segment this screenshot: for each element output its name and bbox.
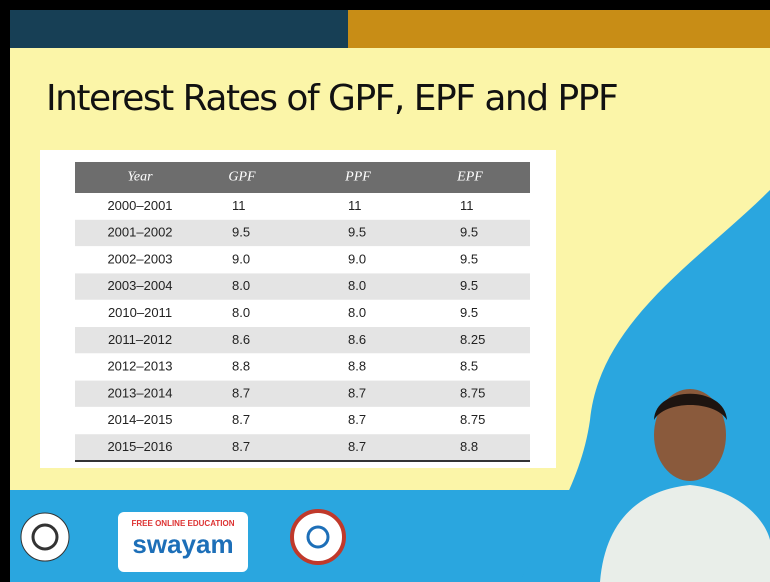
year-cell: 2013–2014 — [107, 385, 172, 400]
rate-cell: 11 — [232, 198, 246, 213]
rate-cell: 9.0 — [348, 251, 366, 266]
year-cell: 2001–2002 — [107, 225, 172, 240]
rate-cell: 9.5 — [348, 225, 366, 240]
slide-title: Interest Rates of GPF, EPF and PPF — [46, 78, 617, 119]
column-header: EPF — [456, 170, 483, 185]
rate-cell: 9.5 — [460, 225, 478, 240]
rate-cell: 8.6 — [232, 332, 250, 347]
rate-cell: 11 — [348, 198, 362, 213]
rate-cell: 8.8 — [348, 359, 366, 374]
rate-cell: 8.6 — [348, 332, 366, 347]
top-bar-orange — [348, 10, 770, 48]
year-cell: 2010–2011 — [108, 305, 172, 320]
emblem-logo — [292, 511, 344, 563]
column-header: PPF — [344, 170, 371, 185]
column-header: Year — [127, 170, 153, 185]
year-cell: 2011–2012 — [108, 332, 172, 347]
rate-cell: 8.7 — [232, 385, 250, 400]
year-cell: 2002–2003 — [107, 251, 172, 266]
column-header: GPF — [228, 170, 256, 185]
rate-cell: 9.5 — [460, 278, 478, 293]
rate-cell: 8.7 — [232, 412, 250, 427]
rate-cell: 9.5 — [232, 225, 250, 240]
rate-cell: 8.8 — [232, 359, 250, 374]
rate-cell: 8.75 — [460, 412, 485, 427]
year-cell: 2000–2001 — [107, 198, 172, 213]
rate-cell: 9.5 — [460, 305, 478, 320]
rate-cell: 8.7 — [348, 439, 366, 454]
logo-tagline: FREE ONLINE EDUCATION — [132, 519, 235, 528]
rate-cell: 8.0 — [348, 278, 366, 293]
rate-cell: 11 — [460, 198, 474, 213]
rate-cell: 8.0 — [232, 278, 250, 293]
year-cell: 2014–2015 — [107, 412, 172, 427]
rate-cell: 8.0 — [348, 305, 366, 320]
rate-cell: 9.0 — [232, 251, 250, 266]
rate-cell: 8.75 — [460, 385, 485, 400]
top-bar-dark — [10, 10, 348, 48]
rate-cell: 8.25 — [460, 332, 485, 347]
year-cell: 2003–2004 — [107, 278, 172, 293]
rate-cell: 9.5 — [460, 251, 478, 266]
rate-cell: 8.7 — [348, 385, 366, 400]
slide: Interest Rates of GPF, EPF and PPF Year G… — [0, 0, 770, 582]
rate-cell: 8.7 — [232, 439, 250, 454]
iit-logo — [21, 513, 69, 561]
rate-cell: 8.7 — [348, 412, 366, 427]
rate-cell: 8.5 — [460, 359, 478, 374]
logo-name: swayam — [132, 529, 233, 559]
page: Interest Rates of GPF, EPF and PPF Year G… — [0, 0, 770, 582]
year-cell: 2012–2013 — [107, 359, 172, 374]
rate-cell: 8.0 — [232, 305, 250, 320]
rate-cell: 8.8 — [460, 439, 478, 454]
year-cell: 2015–2016 — [107, 439, 172, 454]
